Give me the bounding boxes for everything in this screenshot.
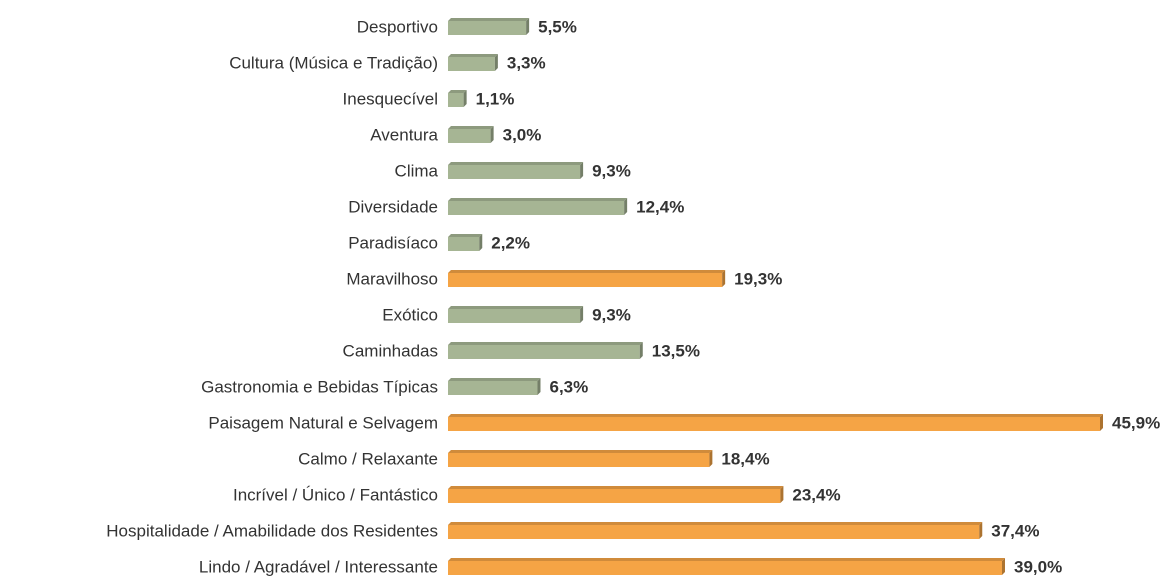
category-label: Paisagem Natural e Selvagem <box>208 413 438 432</box>
data-label: 9,3% <box>592 161 631 180</box>
bar-top <box>448 414 1103 417</box>
category-label: Paradisíaco <box>348 233 438 252</box>
bar-top <box>448 18 530 21</box>
data-label: 19,3% <box>734 269 782 288</box>
bar-edge <box>537 378 541 395</box>
bar-top <box>448 450 713 453</box>
bar-edge <box>780 486 784 503</box>
bar-edge <box>1001 558 1005 575</box>
bar <box>448 237 480 251</box>
bar-edge <box>979 522 983 539</box>
bar-edge <box>580 306 584 323</box>
bar <box>448 273 723 287</box>
bar-top <box>448 342 643 345</box>
bar-top <box>448 378 541 381</box>
data-label: 39,0% <box>1014 557 1062 576</box>
data-label: 1,1% <box>476 89 515 108</box>
bar <box>448 165 581 179</box>
bar-top <box>448 198 628 201</box>
category-label: Cultura (Música e Tradição) <box>229 53 438 72</box>
data-label: 18,4% <box>721 449 769 468</box>
bar <box>448 381 538 395</box>
category-label: Exótico <box>382 305 438 324</box>
bar-top <box>448 234 483 237</box>
bar-edge <box>639 342 643 359</box>
bar-top <box>448 126 494 129</box>
category-label: Calmo / Relaxante <box>298 449 438 468</box>
data-label: 2,2% <box>491 233 530 252</box>
bar-edge <box>490 126 494 143</box>
data-label: 5,5% <box>538 17 577 36</box>
data-label: 6,3% <box>549 377 588 396</box>
bar-edge <box>709 450 713 467</box>
category-label: Maravilhoso <box>346 269 438 288</box>
category-label: Aventura <box>370 125 438 144</box>
data-label: 3,0% <box>503 125 542 144</box>
bar-edge <box>580 162 584 179</box>
category-label: Hospitalidade / Amabilidade dos Resident… <box>106 521 438 540</box>
category-label: Inesquecível <box>343 89 438 108</box>
bar <box>448 309 581 323</box>
category-label: Lindo / Agradável / Interessante <box>199 557 438 576</box>
bar <box>448 525 980 539</box>
bar-top <box>448 522 983 525</box>
bar <box>448 417 1100 431</box>
data-label: 3,3% <box>507 53 546 72</box>
bar <box>448 453 710 467</box>
bar-edge <box>463 90 467 107</box>
bar-edge <box>526 18 530 35</box>
bar <box>448 129 491 143</box>
bar-top <box>448 162 584 165</box>
category-label: Clima <box>395 161 439 180</box>
data-label: 9,3% <box>592 305 631 324</box>
bar <box>448 345 640 359</box>
bar-edge <box>494 54 498 71</box>
bar-top <box>448 90 467 93</box>
bar-top <box>448 54 498 57</box>
category-label: Incrível / Único / Fantástico <box>233 485 438 504</box>
bar-edge <box>479 234 483 251</box>
bar <box>448 21 527 35</box>
bar-top <box>448 270 726 273</box>
bar <box>448 561 1002 575</box>
bar <box>448 489 781 503</box>
category-label: Desportivo <box>357 17 438 36</box>
bar-top <box>448 486 784 489</box>
bar-edge <box>722 270 726 287</box>
category-label: Gastronomia e Bebidas Típicas <box>201 377 438 396</box>
bar-top <box>448 558 1005 561</box>
data-label: 45,9% <box>1112 413 1160 432</box>
data-label: 13,5% <box>652 341 700 360</box>
bar-top <box>448 306 584 309</box>
data-label: 37,4% <box>991 521 1039 540</box>
category-label: Diversidade <box>348 197 438 216</box>
data-label: 23,4% <box>792 485 840 504</box>
bar <box>448 201 625 215</box>
bar <box>448 93 464 107</box>
bar <box>448 57 495 71</box>
category-label: Caminhadas <box>343 341 438 360</box>
bar-edge <box>624 198 628 215</box>
bar-edge <box>1100 414 1103 431</box>
data-label: 12,4% <box>636 197 684 216</box>
